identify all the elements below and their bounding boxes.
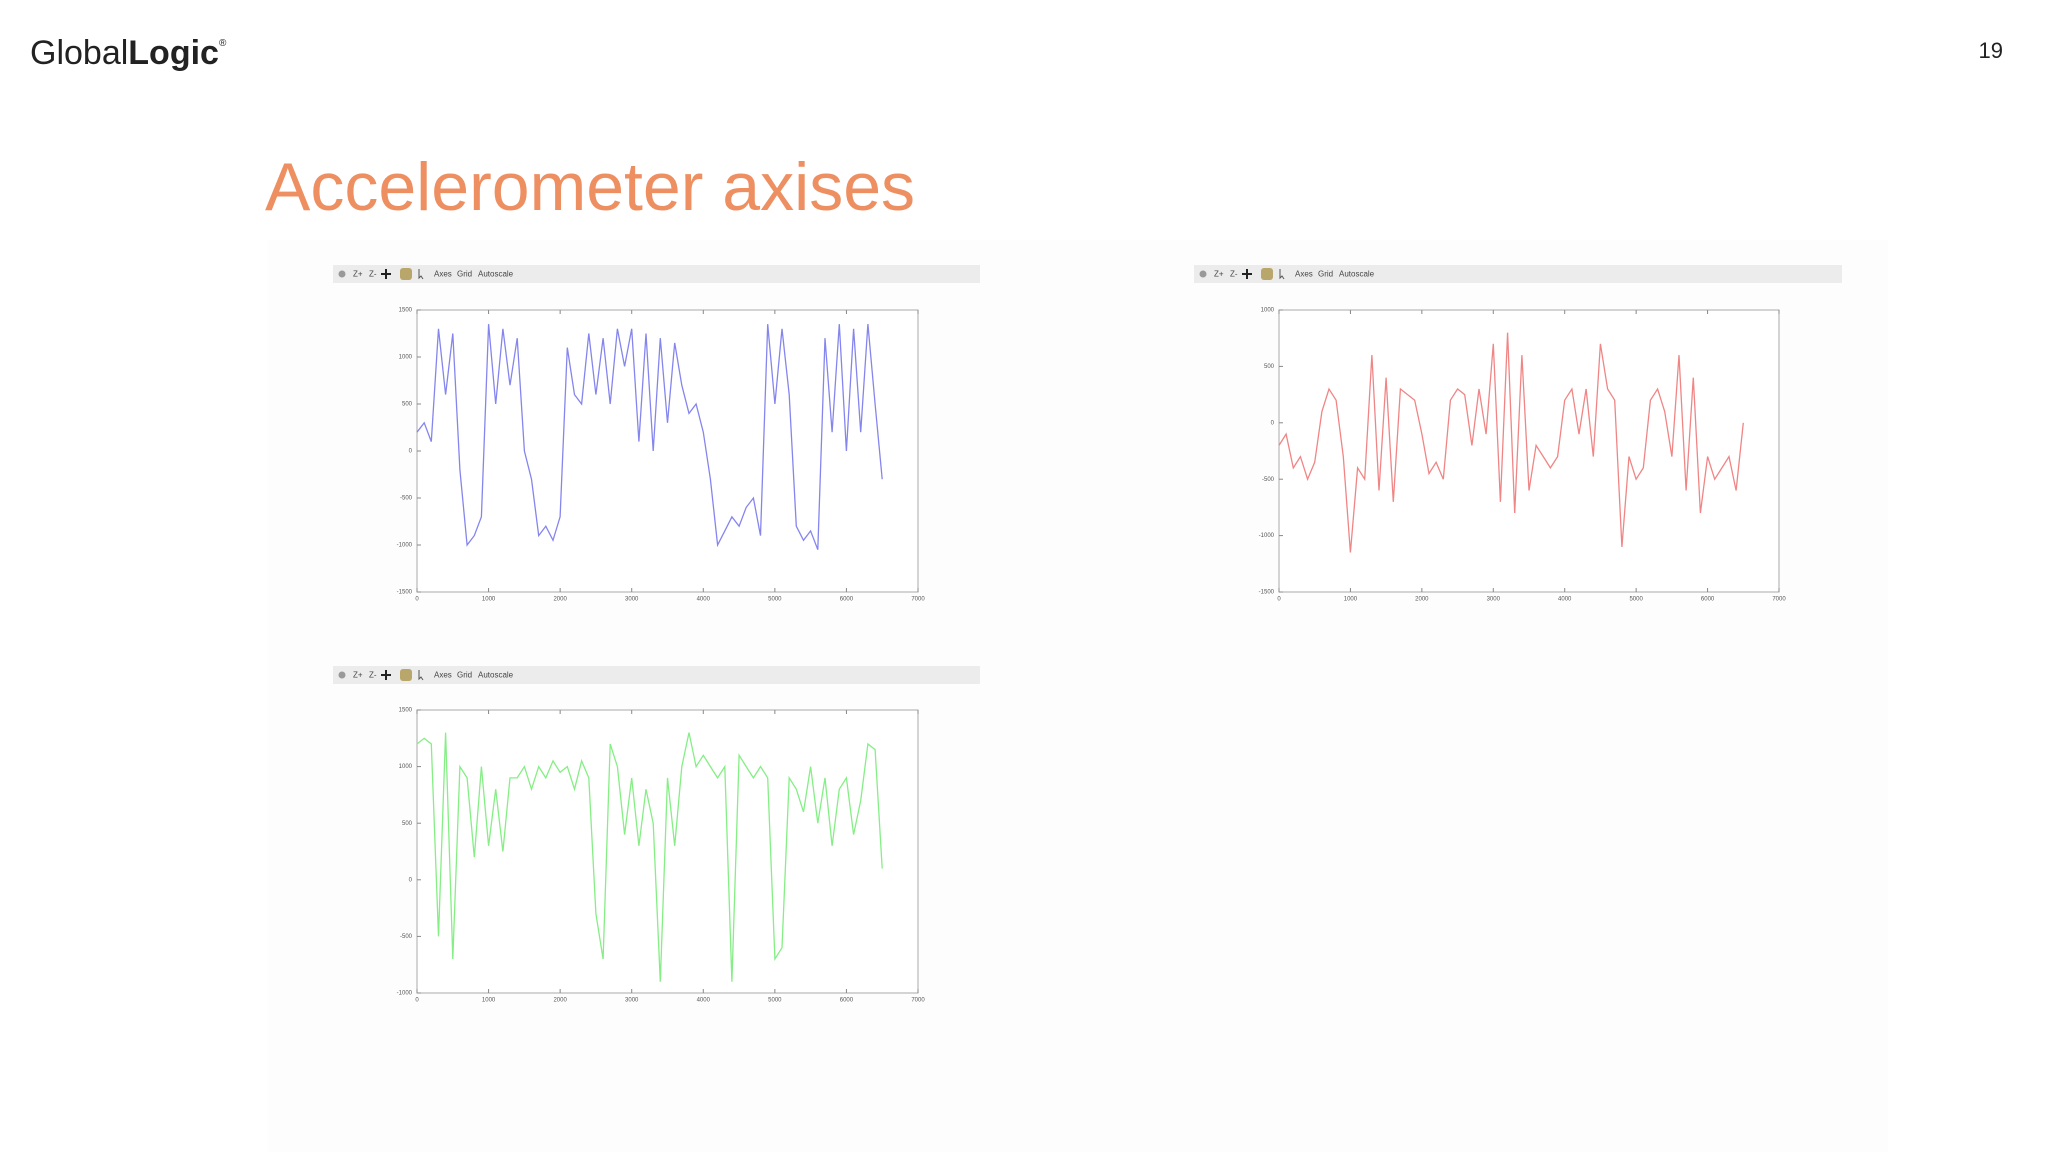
y-tick-label: 0 — [409, 449, 413, 455]
toolbar — [1194, 265, 1842, 283]
x-tick-label: 4000 — [697, 597, 711, 603]
x-tick-label: 3000 — [1487, 597, 1501, 603]
x-tick-label: 6000 — [1701, 597, 1715, 603]
x-tick-label: 5000 — [1629, 597, 1643, 603]
x-tick-label: 2000 — [1415, 597, 1429, 603]
x-tick-label: 6000 — [840, 998, 854, 1004]
y-tick-label: 500 — [1264, 364, 1275, 370]
logo-bold: Logic — [128, 34, 219, 72]
chart: Z+ Z- Axes Grid Autoscale -1000 -500 0 500 1000 15… — [333, 666, 980, 1004]
data-line — [416, 324, 883, 550]
y-tick-label: 1000 — [399, 764, 413, 770]
data-line — [416, 732, 883, 982]
toolbar — [333, 666, 980, 684]
toolbar-button[interactable]: Autoscale — [1339, 270, 1375, 279]
x-tick-label: 5000 — [768, 597, 782, 603]
toolbar-button[interactable]: Z+ — [353, 671, 363, 680]
toolbar-button[interactable]: Grid — [457, 270, 472, 279]
toolbar-button[interactable]: Z- — [369, 671, 377, 680]
toolbar-button[interactable]: Axes — [434, 270, 452, 279]
toolbar-icon — [338, 671, 346, 679]
toolbar-button[interactable]: Autoscale — [478, 671, 514, 680]
logo-light: Global — [30, 34, 128, 72]
x-tick-label: 4000 — [697, 998, 711, 1004]
chart: Z+ Z- Axes Grid Autoscale -1500 -1000 -500 0 500 1… — [333, 265, 980, 603]
text-icon — [400, 669, 412, 681]
page-number: 19 — [1979, 38, 2003, 63]
y-tick-label: 1000 — [1261, 308, 1275, 314]
x-tick-label: 0 — [415, 597, 419, 603]
y-tick-label: -1500 — [397, 590, 413, 596]
pointer-icon — [1279, 269, 1285, 280]
y-tick-label: -1000 — [1259, 533, 1275, 539]
toolbar-icon — [338, 270, 346, 278]
y-tick-label: -1500 — [1259, 590, 1275, 596]
y-tick-label: -500 — [400, 496, 413, 502]
y-tick-label: 500 — [402, 402, 413, 408]
move-icon — [381, 269, 391, 279]
toolbar-button[interactable]: Z+ — [1214, 270, 1224, 279]
x-tick-label: 7000 — [1772, 597, 1786, 603]
x-tick-label: 7000 — [911, 597, 925, 603]
x-tick-label: 1000 — [482, 597, 496, 603]
toolbar-button[interactable]: Z- — [1230, 270, 1238, 279]
plot-frame — [416, 309, 919, 593]
x-tick-label: 7000 — [911, 998, 925, 1004]
toolbar-button[interactable]: Grid — [457, 671, 472, 680]
x-tick-label: 5000 — [768, 998, 782, 1004]
chart: Z+ Z- Axes Grid Autoscale -1500 -1000 -500 0 500 1… — [1194, 265, 1842, 603]
toolbar-button[interactable]: Grid — [1318, 270, 1333, 279]
y-tick-label: 1500 — [399, 708, 413, 714]
pointer-icon — [418, 670, 424, 681]
toolbar-icon — [1199, 270, 1207, 278]
y-tick-label: 1000 — [399, 355, 413, 361]
move-icon — [381, 670, 391, 680]
y-tick-label: 1500 — [399, 308, 413, 314]
x-tick-label: 4000 — [1558, 597, 1572, 603]
pointer-icon — [418, 269, 424, 280]
toolbar — [333, 265, 980, 283]
x-tick-label: 1000 — [482, 998, 496, 1004]
x-tick-label: 2000 — [553, 597, 567, 603]
x-tick-label: 2000 — [553, 998, 567, 1004]
y-tick-label: 500 — [402, 821, 413, 827]
x-tick-label: 6000 — [840, 597, 854, 603]
logo-mark: ® — [219, 38, 227, 49]
x-tick-label: 3000 — [625, 998, 639, 1004]
data-line — [1278, 332, 1744, 553]
plot-frame — [416, 709, 919, 994]
logo: GlobalLogic® — [30, 34, 227, 72]
text-icon — [1261, 268, 1273, 280]
y-tick-label: -1000 — [397, 991, 413, 997]
x-tick-label: 0 — [1277, 597, 1281, 603]
x-tick-label: 0 — [415, 998, 419, 1004]
move-icon — [1242, 269, 1252, 279]
y-tick-label: -1000 — [397, 543, 413, 549]
slide-title: Accelerometer axises — [265, 149, 915, 225]
toolbar-button[interactable]: Axes — [1295, 270, 1313, 279]
y-tick-label: -500 — [1262, 477, 1275, 483]
toolbar-button[interactable]: Axes — [434, 671, 452, 680]
x-tick-label: 1000 — [1344, 597, 1358, 603]
x-tick-label: 3000 — [625, 597, 639, 603]
plot-frame — [1278, 309, 1780, 593]
y-tick-label: 0 — [409, 877, 413, 883]
toolbar-button[interactable]: Autoscale — [478, 270, 514, 279]
y-tick-label: -500 — [400, 934, 413, 940]
y-tick-label: 0 — [1271, 420, 1275, 426]
toolbar-button[interactable]: Z- — [369, 270, 377, 279]
toolbar-button[interactable]: Z+ — [353, 270, 363, 279]
text-icon — [400, 268, 412, 280]
